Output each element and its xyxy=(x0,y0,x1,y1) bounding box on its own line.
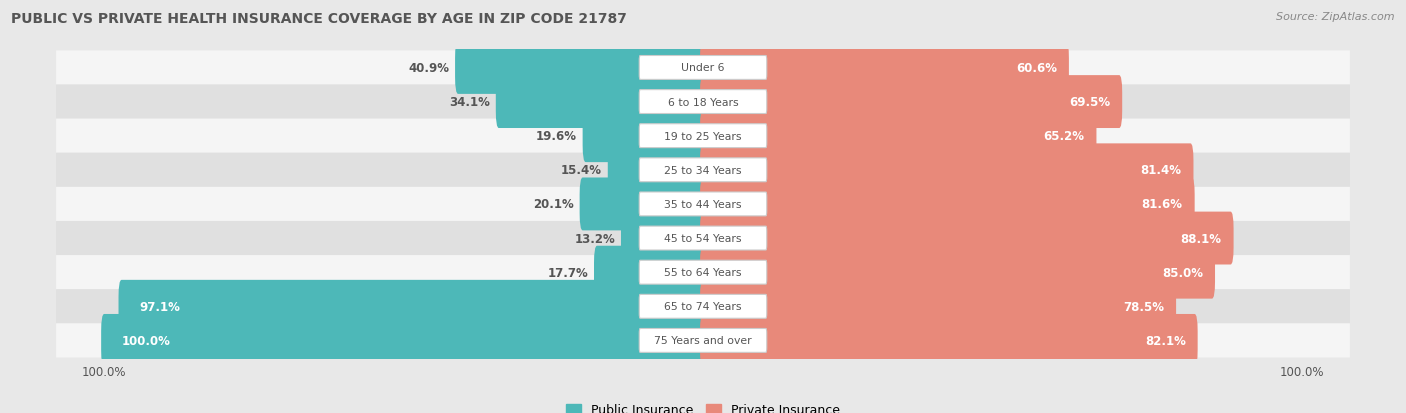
Text: 6 to 18 Years: 6 to 18 Years xyxy=(668,97,738,107)
Text: 35 to 44 Years: 35 to 44 Years xyxy=(664,199,742,209)
Text: 78.5%: 78.5% xyxy=(1123,300,1164,313)
FancyBboxPatch shape xyxy=(56,290,1350,323)
Text: 20.1%: 20.1% xyxy=(533,198,574,211)
Text: 82.1%: 82.1% xyxy=(1144,334,1185,347)
FancyBboxPatch shape xyxy=(118,280,706,333)
FancyBboxPatch shape xyxy=(700,42,1069,95)
Text: 45 to 54 Years: 45 to 54 Years xyxy=(664,233,742,243)
FancyBboxPatch shape xyxy=(593,246,706,299)
FancyBboxPatch shape xyxy=(456,42,706,95)
FancyBboxPatch shape xyxy=(640,90,766,114)
FancyBboxPatch shape xyxy=(621,212,706,265)
FancyBboxPatch shape xyxy=(101,314,706,367)
Text: 19.6%: 19.6% xyxy=(536,130,576,143)
Text: 40.9%: 40.9% xyxy=(408,62,449,75)
FancyBboxPatch shape xyxy=(700,76,1122,129)
Text: Under 6: Under 6 xyxy=(682,63,724,73)
Text: 100.0%: 100.0% xyxy=(122,334,172,347)
FancyBboxPatch shape xyxy=(700,178,1195,231)
Text: PUBLIC VS PRIVATE HEALTH INSURANCE COVERAGE BY AGE IN ZIP CODE 21787: PUBLIC VS PRIVATE HEALTH INSURANCE COVER… xyxy=(11,12,627,26)
Text: 13.2%: 13.2% xyxy=(574,232,614,245)
Text: 81.4%: 81.4% xyxy=(1140,164,1181,177)
FancyBboxPatch shape xyxy=(700,212,1233,265)
FancyBboxPatch shape xyxy=(579,178,706,231)
Text: 55 to 64 Years: 55 to 64 Years xyxy=(664,268,742,278)
Text: 97.1%: 97.1% xyxy=(139,300,180,313)
Text: 19 to 25 Years: 19 to 25 Years xyxy=(664,131,742,141)
Text: 34.1%: 34.1% xyxy=(449,96,489,109)
FancyBboxPatch shape xyxy=(640,329,766,353)
FancyBboxPatch shape xyxy=(700,110,1097,163)
FancyBboxPatch shape xyxy=(56,85,1350,119)
FancyBboxPatch shape xyxy=(56,323,1350,358)
FancyBboxPatch shape xyxy=(56,256,1350,290)
FancyBboxPatch shape xyxy=(56,51,1350,85)
Text: 25 to 34 Years: 25 to 34 Years xyxy=(664,166,742,176)
Text: 65.2%: 65.2% xyxy=(1043,130,1084,143)
FancyBboxPatch shape xyxy=(607,144,706,197)
FancyBboxPatch shape xyxy=(56,188,1350,221)
Text: 81.6%: 81.6% xyxy=(1142,198,1182,211)
FancyBboxPatch shape xyxy=(700,246,1215,299)
Text: 69.5%: 69.5% xyxy=(1069,96,1111,109)
FancyBboxPatch shape xyxy=(700,280,1175,333)
Text: 85.0%: 85.0% xyxy=(1161,266,1204,279)
FancyBboxPatch shape xyxy=(640,192,766,216)
FancyBboxPatch shape xyxy=(700,144,1194,197)
FancyBboxPatch shape xyxy=(56,221,1350,256)
FancyBboxPatch shape xyxy=(496,76,706,129)
FancyBboxPatch shape xyxy=(56,119,1350,153)
Text: 65 to 74 Years: 65 to 74 Years xyxy=(664,301,742,311)
Text: 75 Years and over: 75 Years and over xyxy=(654,336,752,346)
Text: 17.7%: 17.7% xyxy=(547,266,588,279)
Text: 15.4%: 15.4% xyxy=(561,164,602,177)
Text: Source: ZipAtlas.com: Source: ZipAtlas.com xyxy=(1277,12,1395,22)
FancyBboxPatch shape xyxy=(700,314,1198,367)
FancyBboxPatch shape xyxy=(582,110,706,163)
FancyBboxPatch shape xyxy=(640,227,766,250)
Text: 60.6%: 60.6% xyxy=(1017,62,1057,75)
Legend: Public Insurance, Private Insurance: Public Insurance, Private Insurance xyxy=(561,398,845,413)
FancyBboxPatch shape xyxy=(640,159,766,182)
FancyBboxPatch shape xyxy=(640,124,766,148)
Text: 88.1%: 88.1% xyxy=(1181,232,1222,245)
FancyBboxPatch shape xyxy=(56,153,1350,188)
FancyBboxPatch shape xyxy=(640,56,766,80)
FancyBboxPatch shape xyxy=(640,261,766,285)
FancyBboxPatch shape xyxy=(640,294,766,318)
